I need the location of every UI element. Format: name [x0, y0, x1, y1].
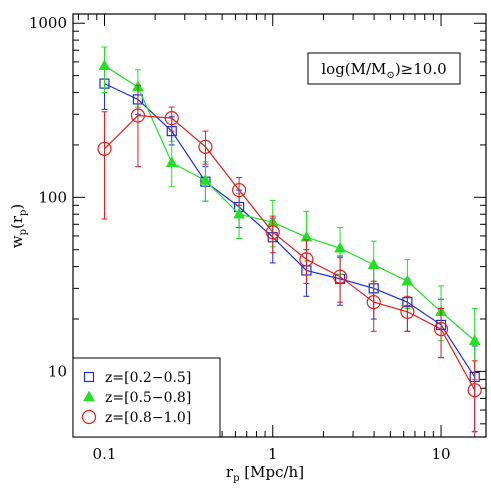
x-axis-label: rp [Mpc/h]: [226, 463, 304, 484]
legend-marker-triangle: [83, 390, 95, 402]
y-tick-label: 100: [38, 188, 67, 206]
legend-item: z=[0.5−0.8]: [83, 390, 191, 406]
data-point-circle: [299, 252, 314, 267]
legend: z=[0.2−0.5] z=[0.5−0.8] z=[0.8−1.0]: [72, 357, 221, 438]
data-point-circle: [232, 183, 247, 198]
data-point-triangle: [334, 241, 346, 253]
series-3: [97, 84, 482, 438]
legend-marker-square: [83, 371, 95, 383]
data-point-circle: [366, 295, 381, 310]
data-point-circle: [198, 139, 213, 154]
series-2: [98, 46, 481, 380]
data-point-circle: [467, 383, 482, 398]
plot-frame: [72, 13, 487, 438]
x-tick-labels: 0.1 1 10: [93, 445, 451, 463]
y-axis-label: wp(rp): [8, 204, 29, 249]
data-point-circle: [97, 141, 112, 156]
data-point-circle: [265, 225, 280, 240]
mass-cut-annotation: log(M/M⊙)≥10.0: [307, 52, 461, 85]
data-point-triangle: [367, 258, 380, 269]
series-line: [104, 114, 476, 391]
x-tick-label: 1: [268, 445, 278, 463]
series-layer: [97, 46, 482, 438]
y-tick-label: 1000: [29, 14, 67, 32]
data-point-triangle: [233, 207, 246, 219]
y-tick-label: 10: [48, 362, 67, 380]
data-point-circle: [400, 304, 415, 319]
y-tick-labels: 10 100 1000: [29, 14, 67, 380]
data-point-triangle: [98, 59, 111, 70]
data-point-triangle: [468, 334, 481, 346]
annotation-text: log(M/M⊙)≥10.0: [321, 60, 446, 81]
legend-label: z=[0.8−1.0]: [105, 410, 191, 426]
data-point-circle: [332, 269, 348, 284]
data-point-circle: [130, 108, 146, 123]
legend-label: z=[0.2−0.5]: [105, 370, 191, 386]
legend-marker-circle: [81, 409, 97, 425]
legend-item: z=[0.8−1.0]: [81, 409, 191, 426]
data-point-triangle: [165, 156, 178, 167]
x-tick-label: 0.1: [93, 445, 117, 463]
data-point-circle: [433, 322, 449, 337]
legend-box: [72, 357, 221, 438]
x-tick-label: 10: [431, 445, 450, 463]
series-line: [104, 65, 476, 342]
legend-item: z=[0.2−0.5]: [83, 370, 191, 386]
data-point-triangle: [199, 173, 212, 185]
data-point-circle: [164, 111, 179, 126]
series-line: [104, 83, 476, 378]
annotation-box: [307, 52, 461, 85]
data-point-triangle: [401, 274, 414, 286]
legend-label: z=[0.5−0.8]: [105, 390, 191, 406]
